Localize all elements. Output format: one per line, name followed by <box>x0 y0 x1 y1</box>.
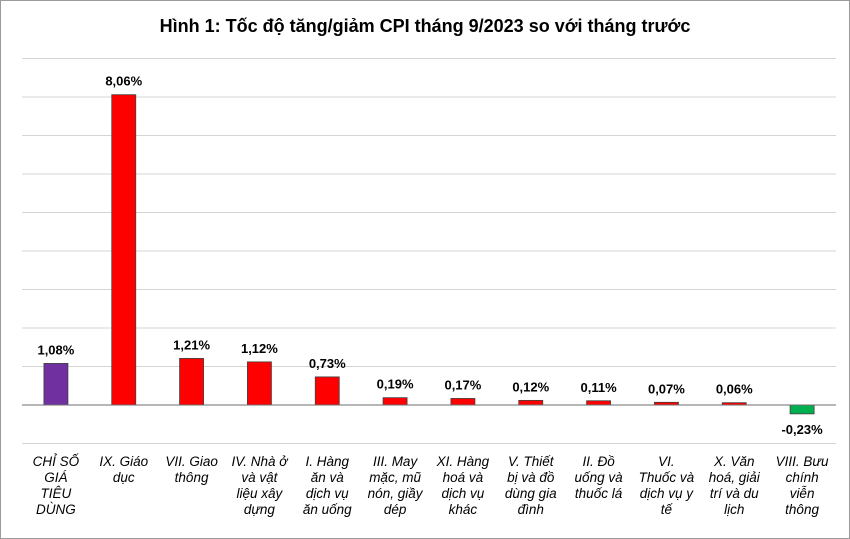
bar <box>518 399 544 406</box>
category-label-line: và vật <box>241 470 278 485</box>
category-label: X. Văn hoá, giải trí và du lịch <box>701 454 767 518</box>
category-label-line: liệu xây <box>236 486 283 501</box>
category-label-line: nón, giầy <box>367 486 423 501</box>
category-label-line: GIÁ <box>44 470 68 485</box>
data-label: 0,19% <box>377 377 414 392</box>
chart-title: Hình 1: Tốc độ tăng/giảm CPI tháng 9/202… <box>159 16 691 36</box>
category-label-line: II. Đồ <box>582 454 615 469</box>
category-label-line: dịch vụ y <box>639 486 694 501</box>
category-label: VIII. Bưu chính viễn thông <box>769 454 835 518</box>
bar <box>111 94 137 406</box>
category-label-line: hoá, giải <box>708 470 760 485</box>
data-label: 0,73% <box>309 356 346 371</box>
data-label: 8,06% <box>105 74 142 89</box>
category-label-line: thông <box>174 470 209 485</box>
category-label-line: X. Văn <box>713 454 755 469</box>
category-label: XI. Hàng hoá và dịch vụ khác <box>430 454 496 518</box>
category-label: IV. Nhà ở và vật liệu xây dựng <box>226 454 292 518</box>
category-label-line: ăn uống <box>302 502 352 517</box>
category-label-line: đình <box>517 502 544 517</box>
category-label-line: VI. <box>658 454 675 469</box>
category-label-line: III. May <box>372 454 418 469</box>
data-label: 1,21% <box>173 337 210 352</box>
category-label-line: bị và đồ <box>507 470 555 485</box>
data-label: 1,08% <box>37 342 74 357</box>
bar <box>247 361 272 406</box>
category-label-line: trí và du <box>709 486 759 501</box>
category-label-line: chính <box>785 470 819 485</box>
data-label: 0,07% <box>648 381 685 396</box>
data-label: 1,12% <box>241 341 278 356</box>
category-label: VII. Giao thông <box>159 454 225 486</box>
category-label: V. Thiết bị và đồ dùng gia đình <box>498 454 564 518</box>
category-label-line: dép <box>383 502 407 517</box>
category-label: VI. Thuốc và dịch vụ y tế <box>633 454 699 518</box>
data-label: 0,11% <box>581 380 618 395</box>
category-label-line: VII. Giao <box>165 454 218 469</box>
category-label: II. Đồ uống và thuốc lá <box>566 454 632 502</box>
category-label-line: dùng gia <box>504 486 557 501</box>
data-label: -0,23% <box>781 422 823 437</box>
category-label-line: XI. Hàng <box>436 454 490 469</box>
bar <box>450 398 476 406</box>
category-label-line: dục <box>112 470 135 485</box>
category-label-line: uống và <box>574 470 623 485</box>
category-label-line: I. Hàng <box>305 454 350 469</box>
category-label-line: viễn <box>789 486 815 501</box>
category-label-line: dịch vụ <box>441 486 485 501</box>
category-label-line: IV. Nhà ở <box>231 454 288 469</box>
bar <box>382 397 408 406</box>
bar <box>586 400 611 406</box>
category-label-line: mặc, mũ <box>369 470 421 485</box>
category-label-line: ăn và <box>310 470 344 485</box>
bar <box>179 358 204 406</box>
bar <box>314 376 340 406</box>
category-label-line: khác <box>448 502 478 517</box>
category-label-line: thông <box>785 502 819 517</box>
category-label-line: dịch vụ <box>305 486 349 501</box>
data-label: 0,12% <box>512 379 549 394</box>
category-label-line: Thuốc và <box>638 470 695 485</box>
category-label-line: dựng <box>243 502 275 517</box>
data-label: 0,17% <box>444 377 481 392</box>
bar <box>789 404 815 415</box>
category-label-line: V. Thiết <box>507 454 554 469</box>
bar <box>43 363 69 406</box>
category-label-line: TIÊU <box>40 486 72 501</box>
category-label: CHỈ SỐ GIÁ TIÊU DÙNG <box>23 454 89 518</box>
data-label: 0,06% <box>716 382 753 397</box>
category-label: IX. Giáo dục <box>91 454 157 486</box>
category-label-line: thuốc lá <box>574 486 623 501</box>
category-label: I. Hàng ăn và dịch vụ ăn uống <box>294 454 360 518</box>
category-label-line: DÙNG <box>36 502 76 517</box>
category-label-line: tế <box>660 502 673 517</box>
category-label-line: VIII. Bưu <box>775 454 829 469</box>
category-label-line: CHỈ SỐ <box>32 454 80 469</box>
category-label: III. May mặc, mũ nón, giầy dép <box>362 454 428 518</box>
category-label-line: lịch <box>724 502 745 517</box>
category-label-line: IX. Giáo <box>99 454 149 469</box>
category-label-line: hoá và <box>442 470 484 485</box>
